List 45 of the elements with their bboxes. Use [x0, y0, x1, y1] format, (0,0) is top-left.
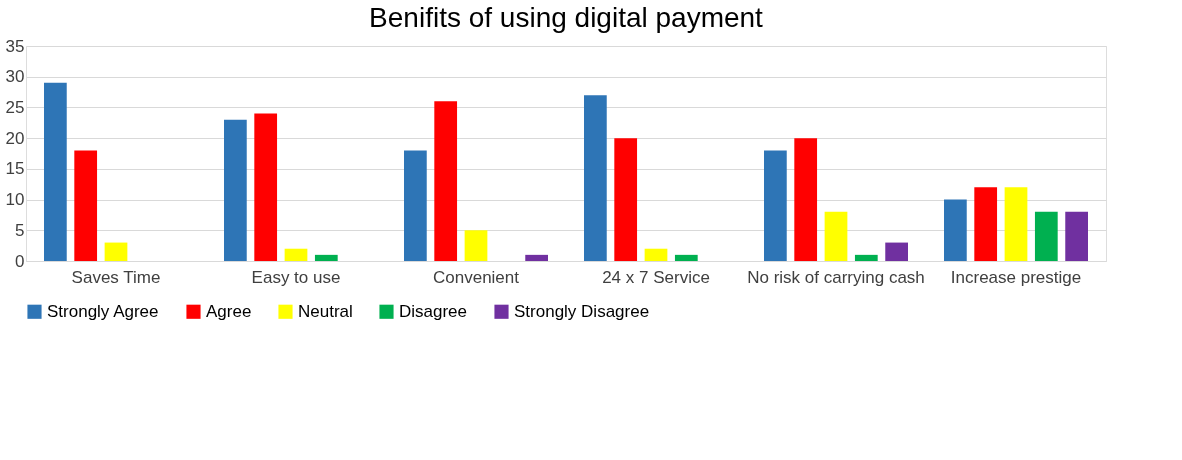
bar: [104, 242, 128, 261]
bar: [824, 211, 848, 261]
bar: [794, 138, 818, 261]
bar: [644, 248, 668, 261]
x-tick-label: No risk of carrying cash: [747, 267, 925, 287]
bar: [974, 187, 998, 261]
bar: [44, 82, 67, 261]
bar: [224, 119, 247, 261]
bar: [314, 254, 338, 261]
bar: [525, 254, 548, 261]
x-tick-label: Saves Time: [71, 267, 161, 287]
bar: [944, 199, 967, 261]
bar: [404, 150, 427, 261]
legend-label: Disagree: [399, 301, 468, 321]
bar: [464, 230, 488, 261]
legend-label: Strongly Disagree: [514, 301, 650, 321]
bar: [854, 254, 878, 261]
y-tick-label: 15: [5, 159, 25, 179]
y-tick-label: 35: [5, 36, 25, 56]
y-tick-label: 0: [15, 251, 25, 271]
bar: [74, 150, 98, 261]
y-tick-label: 30: [5, 67, 25, 87]
bar: [1034, 211, 1058, 261]
bar: [434, 101, 458, 261]
bar: [284, 248, 308, 261]
y-tick-label: 5: [15, 220, 25, 240]
bar: [1004, 187, 1028, 261]
legend-label: Neutral: [298, 301, 353, 321]
x-tick-label: Easy to use: [251, 267, 341, 287]
chart-title: Benifits of using digital payment: [369, 2, 764, 33]
legend-label: Agree: [206, 301, 252, 321]
x-tick-label: 24 x 7 Service: [602, 267, 710, 287]
bar: [674, 254, 698, 261]
legend-label: Strongly Agree: [47, 301, 159, 321]
bar: [764, 150, 787, 261]
bar: [614, 138, 638, 261]
bar: [1065, 211, 1088, 261]
bar: [254, 113, 278, 261]
y-tick-label: 20: [5, 128, 25, 148]
bar: [885, 242, 908, 261]
bar: [584, 95, 607, 261]
y-tick-label: 25: [5, 97, 25, 117]
y-tick-label: 10: [5, 190, 25, 210]
x-tick-label: Increase prestige: [950, 267, 1082, 287]
x-tick-label: Convenient: [432, 267, 520, 287]
